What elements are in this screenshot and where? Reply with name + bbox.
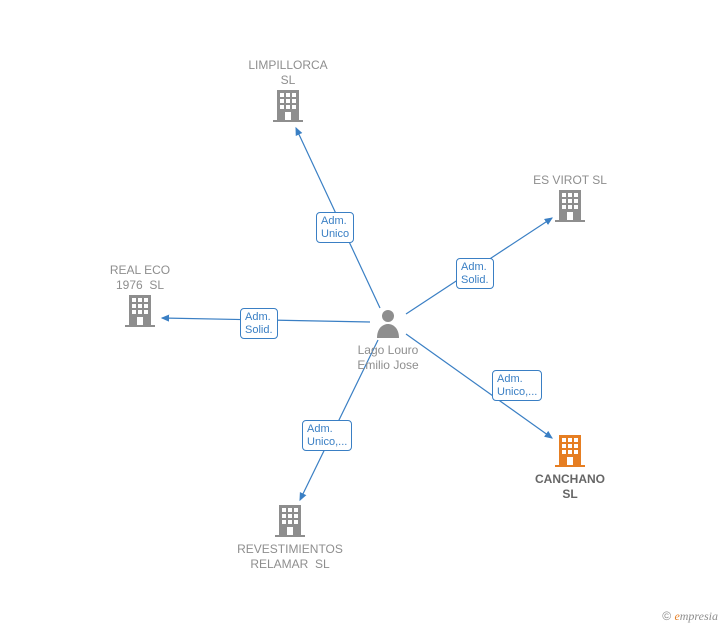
edge-label: Adm. Unico,... <box>492 370 542 401</box>
edge-label: Adm. Unico <box>316 212 354 243</box>
copyright-symbol: © <box>662 609 671 623</box>
edge-label: Adm. Unico,... <box>302 420 352 451</box>
edge-label: Adm. Solid. <box>456 258 494 289</box>
node-label: REAL ECO 1976 SL <box>70 263 210 293</box>
node-label: Lago Louro Emilio Jose <box>318 343 458 373</box>
building-icon <box>275 524 305 541</box>
node-canchano[interactable]: CANCHANO SL <box>500 433 640 502</box>
node-limpillorca[interactable]: LIMPILLORCA SL <box>218 58 358 127</box>
edge-label: Adm. Solid. <box>240 308 278 339</box>
node-label: CANCHANO SL <box>500 472 640 502</box>
person-icon <box>375 325 401 342</box>
building-icon <box>273 109 303 126</box>
node-realeco[interactable]: REAL ECO 1976 SL <box>70 263 210 332</box>
building-icon <box>555 209 585 226</box>
node-label: ES VIROT SL <box>500 173 640 188</box>
node-label: LIMPILLORCA SL <box>218 58 358 88</box>
brand-rest: mpresia <box>680 609 718 623</box>
node-revest[interactable]: REVESTIMIENTOS RELAMAR SL <box>220 503 360 572</box>
diagram-canvas: Lago Louro Emilio Jose LIMPILLORCA SL ES … <box>0 0 728 630</box>
node-esvirot[interactable]: ES VIROT SL <box>500 173 640 227</box>
copyright: © empresia <box>662 609 718 624</box>
node-label: REVESTIMIENTOS RELAMAR SL <box>220 542 360 572</box>
building-icon <box>555 454 585 471</box>
building-icon <box>125 314 155 331</box>
center-node[interactable]: Lago Louro Emilio Jose <box>318 308 458 373</box>
